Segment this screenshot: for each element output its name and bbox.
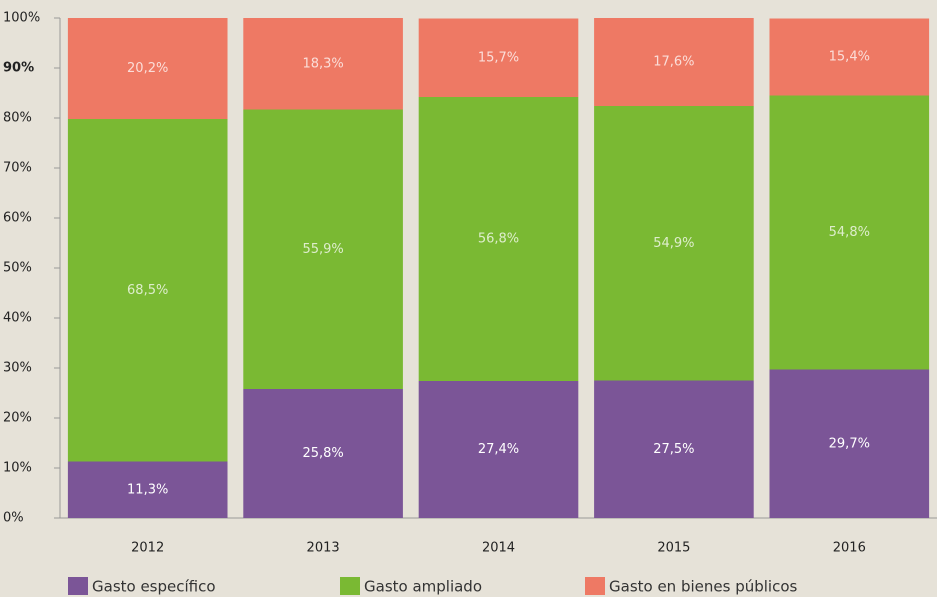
x-tick-label: 2016 xyxy=(833,541,866,556)
y-tick-label: 40% xyxy=(3,311,32,326)
data-label: 25,8% xyxy=(302,446,343,461)
bar-segment xyxy=(243,18,403,110)
y-tick-label: 0% xyxy=(3,511,24,526)
bar-segment xyxy=(594,106,754,381)
bar-segment xyxy=(769,95,930,370)
data-label: 15,4% xyxy=(829,50,870,65)
data-label: 18,3% xyxy=(302,56,343,71)
bar-segment xyxy=(67,119,228,462)
data-label: 68,5% xyxy=(127,283,168,298)
bar-segment xyxy=(594,380,754,518)
bar-segment xyxy=(418,97,579,381)
data-label: 29,7% xyxy=(829,436,870,451)
legend-swatch xyxy=(68,577,88,595)
bar-segment xyxy=(67,18,228,119)
legend-label: Gasto en bienes públicos xyxy=(609,578,798,596)
y-tick-label: 90% xyxy=(3,61,34,76)
legend-label: Gasto ampliado xyxy=(364,578,482,596)
data-label: 27,5% xyxy=(653,442,694,457)
x-tick-label: 2013 xyxy=(307,541,340,556)
y-tick-label: 20% xyxy=(3,411,32,426)
bar-segment xyxy=(769,18,930,96)
data-label: 11,3% xyxy=(127,482,168,497)
data-label: 15,7% xyxy=(478,50,519,65)
bar-segment xyxy=(418,18,579,97)
bar-segment xyxy=(67,461,228,518)
bar-segment xyxy=(243,109,403,389)
data-label: 17,6% xyxy=(653,55,694,70)
y-tick-label: 60% xyxy=(3,211,32,226)
data-label: 55,9% xyxy=(302,242,343,257)
data-label: 27,4% xyxy=(478,442,519,457)
y-tick-label: 70% xyxy=(3,161,32,176)
y-tick-label: 50% xyxy=(3,261,32,276)
y-tick-label: 80% xyxy=(3,111,32,126)
data-label: 56,8% xyxy=(478,232,519,247)
bar-segment xyxy=(594,18,754,106)
legend-label: Gasto específico xyxy=(92,578,216,596)
data-label: 54,8% xyxy=(829,225,870,240)
data-label: 54,9% xyxy=(653,236,694,251)
x-tick-label: 2015 xyxy=(657,541,690,556)
legend-swatch xyxy=(340,577,360,595)
x-tick-label: 2014 xyxy=(482,541,515,556)
y-tick-label: 30% xyxy=(3,361,32,376)
y-tick-label: 10% xyxy=(3,461,32,476)
y-tick-label: 100% xyxy=(3,11,40,26)
legend-swatch xyxy=(585,577,605,595)
x-tick-label: 2012 xyxy=(131,541,164,556)
bar-segment xyxy=(769,369,930,518)
data-label: 20,2% xyxy=(127,61,168,76)
bar-segment xyxy=(418,381,579,518)
bar-segment xyxy=(243,389,403,518)
